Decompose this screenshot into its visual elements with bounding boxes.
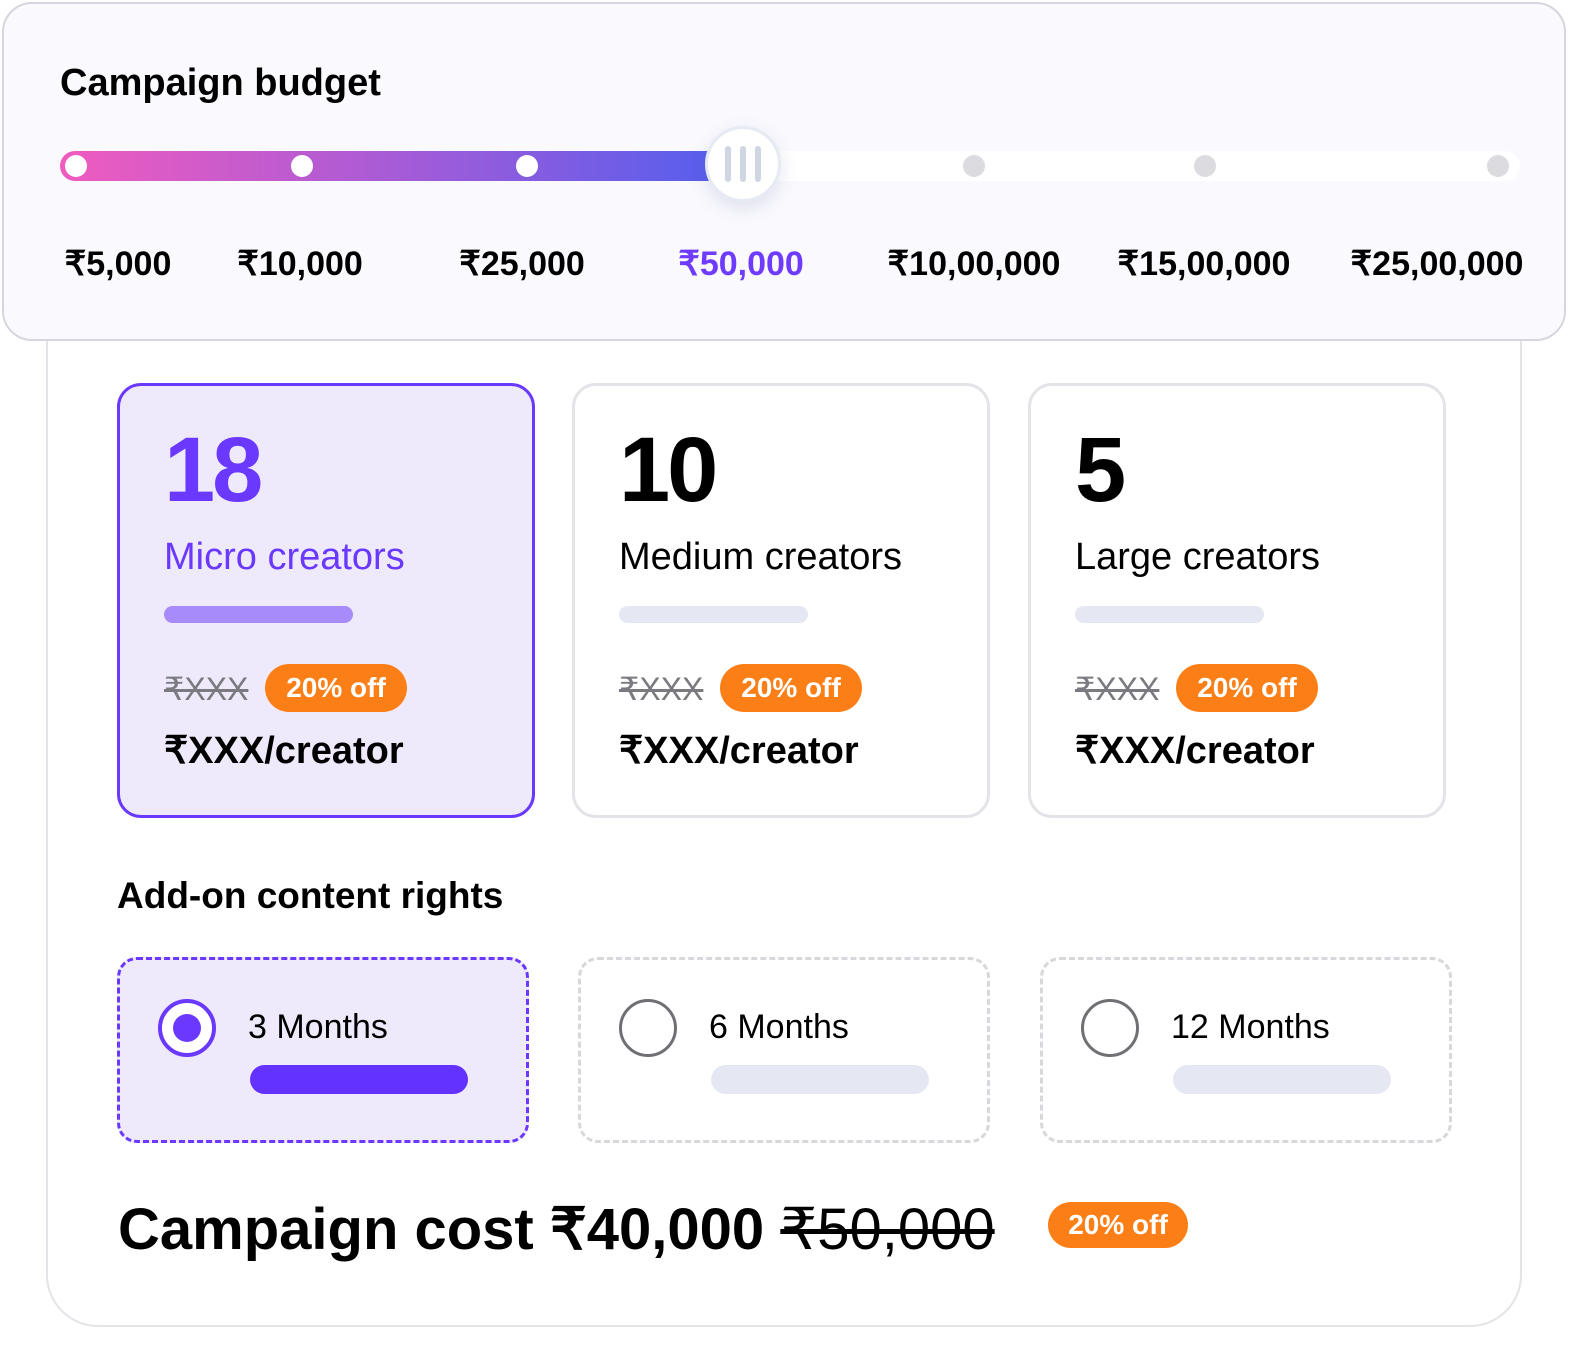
creator-count: 10 — [619, 419, 718, 521]
budget-option[interactable]: ₹25,00,000 — [1350, 245, 1524, 283]
budget-option[interactable]: ₹50,000 — [678, 245, 804, 283]
grip-icon — [740, 146, 746, 182]
budget-option[interactable]: ₹10,000 — [237, 245, 363, 283]
creator-tier-card[interactable]: 18 Micro creators ₹XXX 20% off ₹XXX/crea… — [117, 383, 535, 818]
slider-thumb[interactable] — [705, 126, 781, 202]
price-per-creator: ₹XXX/creator — [619, 730, 859, 772]
content-rights-option[interactable]: 6 Months — [578, 957, 990, 1143]
addon-title: Add-on content rights — [117, 875, 504, 916]
cost-label: Campaign cost — [118, 1197, 534, 1262]
price-per-creator: ₹XXX/creator — [1075, 730, 1315, 772]
option-label: 3 Months — [248, 1008, 388, 1046]
creator-tier-label: Large creators — [1075, 536, 1321, 578]
slider-stop[interactable] — [963, 155, 985, 177]
radio-button[interactable] — [1081, 999, 1139, 1057]
cost-old-price: ₹50,000 — [780, 1197, 995, 1262]
option-label: 6 Months — [709, 1008, 849, 1046]
grip-icon — [755, 146, 761, 182]
budget-option[interactable]: ₹10,00,000 — [887, 245, 1061, 283]
content-rights-option[interactable]: 12 Months — [1040, 957, 1452, 1143]
cost-price: ₹40,000 — [549, 1197, 765, 1262]
placeholder-bar — [250, 1065, 468, 1094]
radio-button[interactable] — [158, 999, 216, 1057]
creator-count: 5 — [1075, 419, 1126, 521]
creator-count: 18 — [164, 419, 263, 521]
creator-tier-card[interactable]: 10 Medium creators ₹XXX 20% off ₹XXX/cre… — [572, 383, 990, 818]
price-per-creator: ₹XXX/creator — [164, 730, 404, 772]
slider-stop[interactable] — [1487, 155, 1509, 177]
budget-card: Campaign budget ₹5,000 ₹10,000 ₹25,000 ₹50,… — [2, 2, 1566, 341]
placeholder-bar — [711, 1065, 929, 1094]
slider-fill — [60, 151, 763, 181]
old-price: ₹XXX — [619, 671, 704, 707]
old-price: ₹XXX — [164, 671, 249, 707]
placeholder-bar — [619, 606, 808, 623]
budget-title: Campaign budget — [60, 62, 381, 104]
slider-stop[interactable] — [516, 155, 538, 177]
grip-icon — [725, 146, 731, 182]
creator-tier-label: Medium creators — [619, 536, 902, 578]
budget-slider[interactable] — [60, 126, 1520, 202]
budget-option[interactable]: ₹25,000 — [459, 245, 585, 283]
discount-badge: 20% off — [1176, 664, 1318, 712]
slider-stop[interactable] — [65, 155, 87, 177]
placeholder-bar — [1075, 606, 1264, 623]
placeholder-bar — [1173, 1065, 1391, 1094]
slider-stop[interactable] — [291, 155, 313, 177]
discount-badge: 20% off — [720, 664, 862, 712]
campaign-cost: Campaign cost ₹40,000 ₹50,000 — [118, 1195, 995, 1263]
budget-option[interactable]: ₹15,00,000 — [1117, 245, 1291, 283]
content-rights-option[interactable]: 3 Months — [117, 957, 529, 1143]
slider-stop[interactable] — [1194, 155, 1216, 177]
radio-button[interactable] — [619, 999, 677, 1057]
option-label: 12 Months — [1171, 1008, 1330, 1046]
old-price: ₹XXX — [1075, 671, 1160, 707]
creator-tier-label: Micro creators — [164, 536, 405, 578]
discount-badge: 20% off — [265, 664, 407, 712]
budget-option[interactable]: ₹5,000 — [64, 245, 172, 283]
creator-tier-card[interactable]: 5 Large creators ₹XXX 20% off ₹XXX/creat… — [1028, 383, 1446, 818]
placeholder-bar — [164, 606, 353, 623]
cost-discount-badge: 20% off — [1048, 1202, 1188, 1248]
